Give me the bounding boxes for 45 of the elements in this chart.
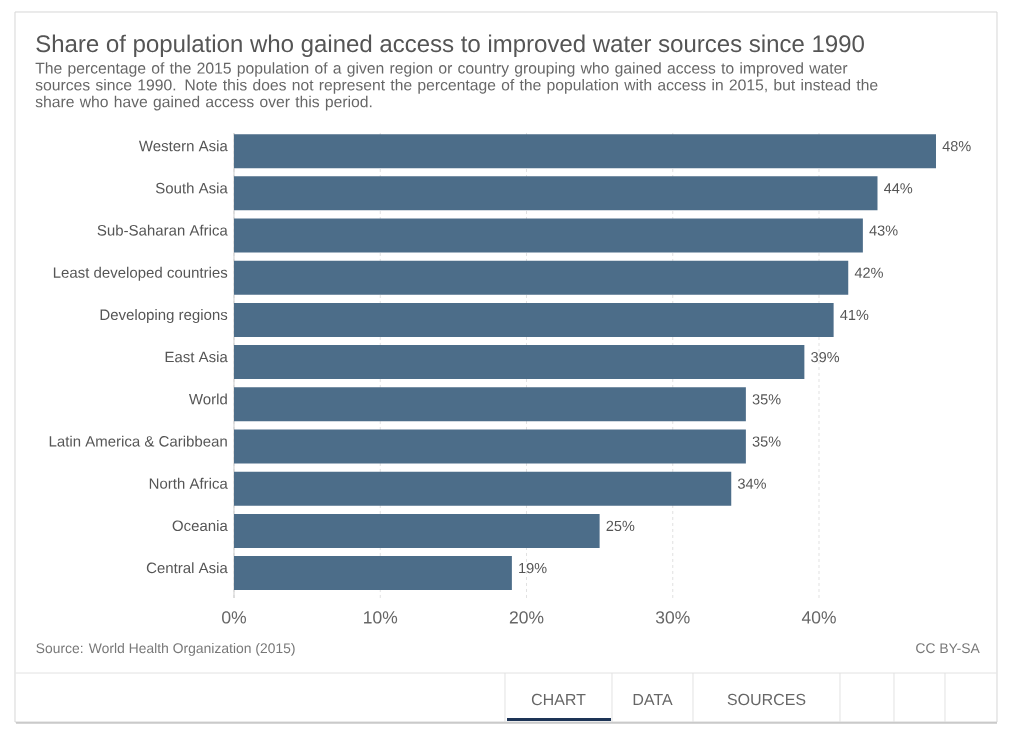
source-note: Source: World Health Organization (2015) [36,642,295,656]
data-label: 19% [519,562,547,574]
x-tick-label: 10% [364,611,398,624]
x-tick-label: 20% [509,611,544,624]
y-tick-label: Oceania [172,520,228,532]
bar [234,556,512,591]
data-label: 43% [869,225,898,236]
chart-title: Share of population who gained access to improved water sources since 1990 [36,34,864,57]
bar [234,513,600,548]
y-tick-label: East Asia [165,351,228,363]
data-label: 39% [811,351,840,363]
y-tick-label: Latin America & Caribbean [49,435,227,447]
data-label: 35% [752,436,781,447]
bar [234,176,878,211]
y-tick-label: Western Asia [138,140,228,152]
bar [234,302,834,337]
y-tick-label: Central Asia [146,562,228,574]
data-label: 48% [942,141,971,152]
bar [234,429,746,464]
bar [234,260,849,295]
data-label: 44% [884,183,913,194]
text: CC BY-SA [916,643,980,654]
text: SOURCES [727,693,806,706]
data-label: 35% [752,394,781,405]
text: DATA [633,693,673,705]
x-tick-label: 40% [801,611,836,624]
bar [234,134,936,169]
chart-subtitle: The percentage of the 2015 population of a given region or country grouping who gained access to improved water sources since 1990. Note this does not represent the percentage of the population with access in 2015, but instead the share who have gained access over this period. [35,62,878,111]
data-label: 41% [840,309,869,320]
y-tick-label: South Asia [155,182,228,194]
bar [234,387,746,422]
data-label: 42% [854,267,883,278]
y-tick-label: Least developed countries [53,266,228,281]
y-tick-label: World [188,393,227,405]
data-label: 25% [606,520,635,532]
x-tick-label: 0% [222,611,247,624]
y-tick-label: Developing regions [100,309,228,324]
bar [234,471,732,506]
y-tick-label: North Africa [149,477,228,489]
bar [234,218,863,253]
bar [234,345,805,380]
y-tick-label: Sub-Saharan Africa [97,224,228,236]
text: CHART [531,693,586,706]
data-label: 34% [738,478,766,489]
x-tick-label: 30% [655,611,690,624]
